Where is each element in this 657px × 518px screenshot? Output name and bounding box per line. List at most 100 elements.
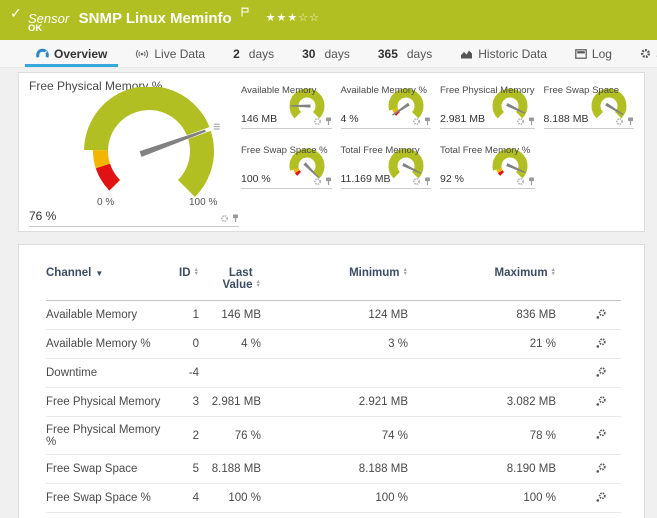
- channel-settings-icon[interactable]: [595, 366, 607, 378]
- tab-365-days[interactable]: 365 days: [364, 40, 446, 67]
- channel-settings-icon[interactable]: [595, 491, 607, 503]
- mini-gauge-title: Total Free Memory %: [440, 145, 531, 156]
- channel-table: Channel ▼ ID ▲ ▼ Last Value ▲ ▼ Minimum ▲ ▼ Maximum…: [46, 263, 621, 518]
- value-cell: 11.272 MB: [408, 512, 556, 518]
- value-cell: 7: [166, 512, 199, 518]
- tab-bar: Overview Live Data 2 days 30 days 365 days Histo…: [0, 40, 657, 68]
- main-gauge-min-label: 0 %: [97, 197, 115, 208]
- mini-gauge-card: Total Free Memory % 92 %: [440, 145, 535, 189]
- channel-settings-icon[interactable]: [595, 428, 607, 440]
- mini-gauge-dial: [492, 88, 527, 119]
- table-row: Downtime -4: [46, 358, 621, 388]
- mini-gauge-title: Free Swap Space: [543, 85, 620, 96]
- mini-gauge-value: 100 %: [241, 173, 271, 185]
- column-label: ID: [179, 267, 191, 279]
- log-icon: [575, 48, 587, 59]
- value-cell: 3 %: [261, 329, 408, 359]
- gear-icon[interactable]: [313, 117, 322, 126]
- mini-gauge-card: Available Memory 146 MB: [241, 85, 332, 129]
- gear-icon[interactable]: [313, 177, 322, 186]
- column-header-actions: [556, 263, 621, 301]
- column-header-maximum[interactable]: Maximum ▲ ▼: [408, 263, 556, 301]
- value-cell: 3: [166, 387, 199, 417]
- gear-icon[interactable]: [220, 214, 229, 223]
- tab-number: 2: [233, 46, 240, 61]
- row-actions-cell: [556, 300, 621, 330]
- mini-gauge-dial: [388, 88, 424, 119]
- column-header-minimum[interactable]: Minimum ▲ ▼: [261, 263, 408, 301]
- mini-gauge-title: Available Memory: [241, 85, 317, 96]
- overview-gauges-panel: Free Physical Memory % 0 % 100 % 76 % Av…: [18, 72, 645, 232]
- channel-name-cell: Free Physical Memory: [46, 387, 166, 417]
- tab-30-days[interactable]: 30 days: [288, 40, 364, 67]
- channel-settings-icon[interactable]: [595, 337, 607, 349]
- table-row: Available Memory % 0 4 % 3 % 21 %: [46, 329, 621, 359]
- mini-gauge-value: 146 MB: [241, 113, 278, 125]
- mini-gauges-grid: Available Memory 146 MB Available Memory %…: [241, 85, 634, 189]
- value-cell: [261, 358, 408, 388]
- table-row: Free Physical Memory 3 2.981 MB 2.921 MB 3.0…: [46, 387, 621, 417]
- channel-settings-icon[interactable]: [595, 462, 607, 474]
- tab-log[interactable]: Log: [561, 40, 626, 67]
- tab-word: days: [248, 46, 275, 61]
- pin-icon[interactable]: [424, 117, 431, 126]
- channel-name-cell: Free Physical Memory %: [46, 416, 166, 455]
- mini-gauge-card: Available Memory % 4 %: [340, 85, 431, 129]
- column-header-channel[interactable]: Channel ▼: [46, 263, 166, 301]
- channel-name-cell: Available Memory %: [46, 329, 166, 359]
- column-header-last-value[interactable]: Last Value ▲ ▼: [199, 263, 261, 301]
- mini-gauge-title: Available Memory %: [340, 85, 427, 96]
- mini-gauge-card: Free Swap Space 8.188 MB: [543, 85, 634, 129]
- value-cell: 100 %: [408, 483, 556, 513]
- value-cell: 2: [166, 416, 199, 455]
- gear-icon[interactable]: [412, 117, 421, 126]
- tab-live-data[interactable]: Live Data: [121, 40, 219, 67]
- value-cell: 8.188 MB: [199, 454, 261, 484]
- main-gauge-value: 76 %: [29, 209, 57, 223]
- pin-icon[interactable]: [528, 177, 535, 186]
- column-header-id[interactable]: ID ▲ ▼: [166, 263, 199, 301]
- value-cell: 836 MB: [408, 300, 556, 330]
- sort-icon: ▲ ▼: [550, 266, 556, 277]
- value-cell: 11.169 MB: [199, 512, 261, 518]
- status-check-icon: ✓: [10, 5, 22, 21]
- pin-icon[interactable]: [325, 177, 332, 186]
- tab-2-days[interactable]: 2 days: [219, 40, 288, 67]
- pin-icon[interactable]: [627, 117, 634, 126]
- priority-stars[interactable]: ★★★☆☆: [265, 12, 320, 24]
- pin-icon[interactable]: [424, 177, 431, 186]
- flag-icon[interactable]: [241, 4, 249, 22]
- mini-gauge-card: Free Swap Space % 100 %: [241, 145, 332, 189]
- row-actions-cell: [556, 358, 621, 388]
- channel-name-cell: Total Free Memory: [46, 512, 166, 518]
- tab-overview[interactable]: Overview: [22, 40, 121, 67]
- column-label: Last Value: [222, 267, 253, 291]
- channel-settings-icon[interactable]: [595, 395, 607, 407]
- tab-label: Historic Data: [478, 46, 547, 61]
- tab-historic-data[interactable]: Historic Data: [446, 40, 561, 67]
- mini-gauge-value: 4 %: [340, 113, 359, 125]
- mini-gauge-dial: [388, 148, 424, 179]
- gear-icon[interactable]: [412, 177, 421, 186]
- content-area: Free Physical Memory % 0 % 100 % 76 % Av…: [0, 68, 657, 518]
- pin-icon[interactable]: [325, 117, 332, 126]
- gear-icon[interactable]: [615, 117, 624, 126]
- row-actions-cell: [556, 329, 621, 359]
- channel-name-cell: Available Memory: [46, 300, 166, 330]
- mini-gauge-card: Total Free Memory 11.169 MB: [340, 145, 431, 189]
- value-cell: 5: [166, 454, 199, 484]
- pin-icon[interactable]: [528, 117, 535, 126]
- tab-settings[interactable]: Settings: [626, 40, 657, 67]
- table-row: Available Memory 1 146 MB 124 MB 836 MB: [46, 300, 621, 330]
- pin-icon[interactable]: [232, 214, 239, 223]
- gear-icon: [640, 48, 651, 59]
- value-cell: 3.082 MB: [408, 387, 556, 417]
- column-label: Maximum: [494, 267, 548, 279]
- value-cell: 8.188 MB: [261, 454, 408, 484]
- object-kind-label: Sensor: [28, 11, 70, 26]
- gear-icon[interactable]: [516, 117, 525, 126]
- tab-label: Overview: [54, 46, 108, 61]
- channel-settings-icon[interactable]: [595, 308, 607, 320]
- gear-icon[interactable]: [516, 177, 525, 186]
